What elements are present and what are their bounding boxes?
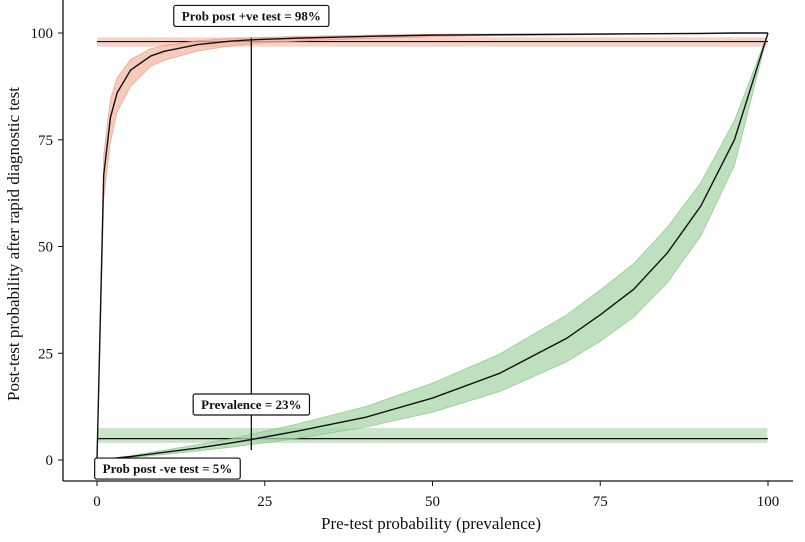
- y-tick-label-50: 50: [38, 240, 53, 256]
- x-tick-label-25: 25: [257, 494, 272, 510]
- y-tick-label-75: 75: [38, 133, 53, 149]
- y-tick-label-25: 25: [38, 346, 53, 362]
- axes: 0 25 50 75 100 0 25 50 75 100: [31, 0, 793, 510]
- annotation-text-0: Prob post +ve test = 98%: [182, 8, 321, 23]
- annotation-text-1: Prevalence = 23%: [201, 397, 301, 412]
- x-tick-label-100: 100: [757, 494, 780, 510]
- annotation-0: Prob post +ve test = 98%: [173, 4, 330, 28]
- series-1-line: [96, 32, 769, 461]
- x-axis-title: Pre-test probability (prevalence): [321, 514, 541, 533]
- annotations: Prob post +ve test = 98% Prevalence = 23%…: [94, 4, 330, 480]
- labels: Pre-test probability (prevalence) Post-t…: [4, 87, 541, 533]
- x-tick-label-75: 75: [593, 494, 608, 510]
- x-tick-label-0: 0: [93, 494, 101, 510]
- reference-band-1: [97, 427, 768, 443]
- y-tick-label-100: 100: [31, 26, 54, 42]
- annotation-box-0: [173, 4, 330, 28]
- plot-area: [96, 32, 769, 461]
- annotation-box-1: [192, 393, 311, 416]
- annotation-2: Prob post -ve test = 5%: [94, 457, 241, 480]
- y-axis-title: Post-test probability after rapid diagno…: [4, 87, 23, 401]
- annotation-1: Prevalence = 23%: [192, 393, 311, 416]
- x-tick-label-50: 50: [425, 494, 440, 510]
- annotation-box-2: [94, 457, 241, 480]
- y-tick-label-0: 0: [46, 453, 54, 469]
- annotation-text-2: Prob post -ve test = 5%: [103, 461, 233, 476]
